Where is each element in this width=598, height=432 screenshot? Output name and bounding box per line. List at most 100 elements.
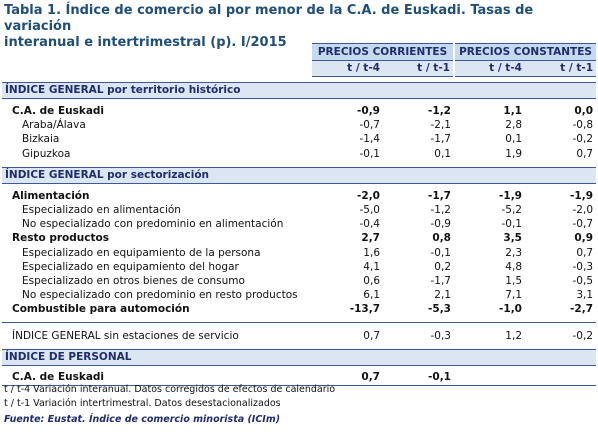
table-row: Bizkaia -1,4 -1,7 0,1 -0,2 xyxy=(2,133,596,147)
header-sub-3: t / t-4 xyxy=(454,60,525,77)
cell-value: 4,8 xyxy=(505,260,522,273)
cell-value: -0,9 xyxy=(430,218,452,231)
section-personal-label: ÍNDICE DE PERSONAL xyxy=(2,348,597,366)
title-line-2: interanual e intertrimestral (p). I/2015 xyxy=(4,35,287,50)
cell-value: 2,8 xyxy=(505,119,522,132)
cell-value: -0,1 xyxy=(359,147,381,160)
cell-value: -0,1 xyxy=(501,218,523,231)
section-header: ÍNDICE GENERAL por sectorización xyxy=(2,166,597,184)
row-label: ÍNDICE GENERAL sin estaciones de servici… xyxy=(12,329,239,342)
cell-value: -1,4 xyxy=(359,133,381,146)
cell-value: -2,0 xyxy=(572,204,594,217)
cell-value: -0,3 xyxy=(572,260,594,273)
cell-value: 0,8 xyxy=(432,232,451,245)
cell-value: -1,7 xyxy=(430,133,452,146)
data-table: PRECIOS CORRIENTES PRECIOS CONSTANTES t … xyxy=(2,43,597,386)
cell-value: -5,2 xyxy=(501,204,523,217)
row-label: No especializado con predominio en resto… xyxy=(22,289,298,302)
row-label: Especializado en alimentación xyxy=(22,204,181,217)
cell-value: -5,3 xyxy=(428,303,451,316)
table-row: Gipuzkoa -0,1 0,1 1,9 0,7 xyxy=(2,147,596,161)
cell-value: 2,1 xyxy=(434,289,451,302)
header-corner-sub xyxy=(2,61,312,77)
cell-value: 3,5 xyxy=(503,232,522,245)
section-header: ÍNDICE DE PERSONAL xyxy=(2,348,597,366)
cell-value: 0,7 xyxy=(576,147,594,160)
cell-value: -5,0 xyxy=(359,204,381,217)
section-sectorizacion-label: ÍNDICE GENERAL por sectorización xyxy=(2,166,597,184)
header-precios-constantes: PRECIOS CONSTANTES xyxy=(452,43,597,61)
cell-value: 6,1 xyxy=(363,289,380,302)
footnotes: t / t-4 Variación interanual. Datos corr… xyxy=(4,383,335,411)
cell-value: 1,5 xyxy=(505,274,522,287)
cell-value: -1,7 xyxy=(430,274,452,287)
table-row: Combustible para automoción -13,7 -5,3 -… xyxy=(2,303,596,317)
cell-value: -1,9 xyxy=(499,189,522,202)
cell-value: -1,7 xyxy=(428,189,451,202)
cell-value: 0,7 xyxy=(363,329,380,342)
cell-value: 7,1 xyxy=(505,289,522,302)
table-row: Alimentación -2,0 -1,7 -1,9 -1,9 xyxy=(2,189,596,203)
table-title: Tabla 1. Índice de comercio al por menor… xyxy=(4,3,594,51)
cell-value: 0,9 xyxy=(574,232,594,245)
header-group-row: PRECIOS CORRIENTES PRECIOS CONSTANTES xyxy=(2,43,597,61)
row-label: Alimentación xyxy=(12,189,90,202)
cell-value: 0,2 xyxy=(434,260,451,273)
cell-value: -1,2 xyxy=(430,204,452,217)
cell-value: -0,2 xyxy=(572,133,594,146)
row-label: Combustible para automoción xyxy=(12,303,190,316)
cell-value: 2,7 xyxy=(361,232,380,245)
row-label: Especializado en equipamiento del hogar xyxy=(22,260,239,273)
cell-value: 0,0 xyxy=(574,105,594,118)
cell-value: 4,1 xyxy=(363,260,380,273)
table-row: Especializado en equipamiento de la pers… xyxy=(2,246,596,260)
table-row: ÍNDICE GENERAL sin estaciones de servici… xyxy=(2,329,596,343)
cell-value: -0,5 xyxy=(572,274,594,287)
row-label: Especializado en equipamiento de la pers… xyxy=(22,246,261,259)
header-sub-2: t / t-1 xyxy=(383,60,455,77)
cell-value: 1,9 xyxy=(505,147,522,160)
cell-value: 0,7 xyxy=(576,246,594,259)
cell-value: -13,7 xyxy=(349,303,380,316)
row-label: C.A. de Euskadi xyxy=(2,371,312,386)
cell-value: -0,7 xyxy=(572,218,594,231)
cell-value: -0,8 xyxy=(572,119,594,132)
cell-value: 3,1 xyxy=(576,289,594,302)
cell-value: -0,7 xyxy=(359,119,381,132)
section-header: ÍNDICE GENERAL por territorio histórico xyxy=(2,82,597,99)
cell-value: 0,7 xyxy=(312,371,383,386)
row-label: Bizkaia xyxy=(22,133,60,146)
source-note: Fuente: Eustat. Índice de comercio minor… xyxy=(4,414,281,425)
section-territorio-label: ÍNDICE GENERAL por territorio histórico xyxy=(2,82,597,99)
row-label: Araba/Álava xyxy=(22,119,86,132)
cell-value: 1,6 xyxy=(363,246,380,259)
cell-value: -2,7 xyxy=(570,303,594,316)
cell-value: -0,2 xyxy=(572,329,594,342)
table-row: Especializado en otros bienes de consumo… xyxy=(2,274,596,288)
row-label: No especializado con predominio en alime… xyxy=(22,218,284,231)
cell-value: -2,0 xyxy=(357,189,380,202)
header-sub-1: t / t-4 xyxy=(312,60,383,77)
footnote-interanual: t / t-4 Variación interanual. Datos corr… xyxy=(4,384,336,395)
row-label: C.A. de Euskadi xyxy=(12,105,105,118)
cell-value: -0,3 xyxy=(430,329,452,342)
cell-value: 1,1 xyxy=(503,105,522,118)
cell-value: -0,9 xyxy=(357,105,380,118)
footnote-intertrimestral: t / t-1 Variación intertrimestral. Datos… xyxy=(4,398,281,409)
table-row: No especializado con predominio en alime… xyxy=(2,218,596,232)
table-row: Especializado en equipamiento del hogar … xyxy=(2,260,596,274)
header-corner xyxy=(2,44,312,61)
header-sub-row: t / t-4 t / t-1 t / t-4 t / t-1 xyxy=(2,60,597,77)
cell-value: -2,1 xyxy=(430,119,452,132)
table-row: C.A. de Euskadi -0,9 -1,2 1,1 0,0 xyxy=(2,105,596,119)
cell-value: -1,9 xyxy=(570,189,594,202)
cell-value: 1,2 xyxy=(505,329,522,342)
cell-value: 0,1 xyxy=(505,133,522,146)
row-label: Especializado en otros bienes de consumo xyxy=(22,274,245,287)
cell-value: 0,1 xyxy=(434,147,451,160)
cell-value: 0,6 xyxy=(363,274,380,287)
table-row: C.A. de Euskadi 0,7 -0,1 xyxy=(2,371,597,386)
title-line-1: Tabla 1. Índice de comercio al por menor… xyxy=(4,3,534,34)
cell-value: -0,1 xyxy=(383,371,454,386)
header-precios-corrientes: PRECIOS CORRIENTES xyxy=(312,43,454,61)
